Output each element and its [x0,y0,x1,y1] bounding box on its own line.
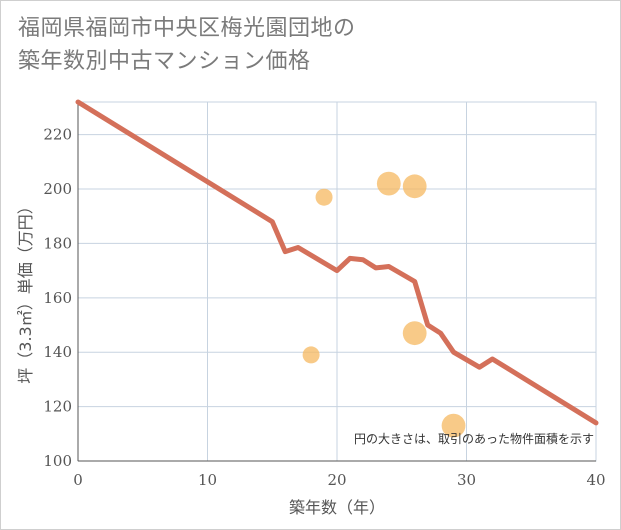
chart-title-line-1: 福岡県福岡市中央区梅光園団地の [18,16,356,41]
bubble-point-0 [302,346,320,364]
grid [78,102,597,461]
axes [77,101,597,462]
bubble-layer [302,171,466,438]
bubble-point-3 [402,174,427,199]
x-tick-20: 20 [327,471,346,489]
x-tick-0: 0 [73,471,83,489]
y-tick-120: 120 [43,398,72,416]
y-tick-160: 160 [43,289,72,307]
bubble-point-4 [402,321,427,346]
bubble-point-1 [315,188,333,206]
line-layer [75,99,599,426]
y-axis-label: 坪（3.3㎡）単価（万円） [16,198,35,383]
chart-title: 福岡県福岡市中央区梅光園団地の 築年数別中古マンション価格 [18,12,356,78]
size-legend-note: 円の大きさは、取引のあった物件面積を示す [354,431,594,446]
y-tick-100: 100 [43,452,72,470]
x-tick-10: 10 [198,471,217,489]
x-tick-30: 30 [457,471,476,489]
trend-line [75,99,599,426]
chart-title-line-2: 築年数別中古マンション価格 [18,49,311,74]
bubble-point-5 [441,413,466,438]
y-tick-180: 180 [43,234,72,252]
x-axis-label: 築年数（年） [289,498,385,517]
y-tick-200: 200 [43,180,72,198]
y-tick-220: 220 [43,126,72,144]
y-tick-140: 140 [43,343,72,361]
tick-labels: 100 120 140 160 180 200 220 0 10 20 30 40 [43,126,605,489]
bubble-point-2 [376,171,401,196]
x-tick-40: 40 [586,471,605,489]
